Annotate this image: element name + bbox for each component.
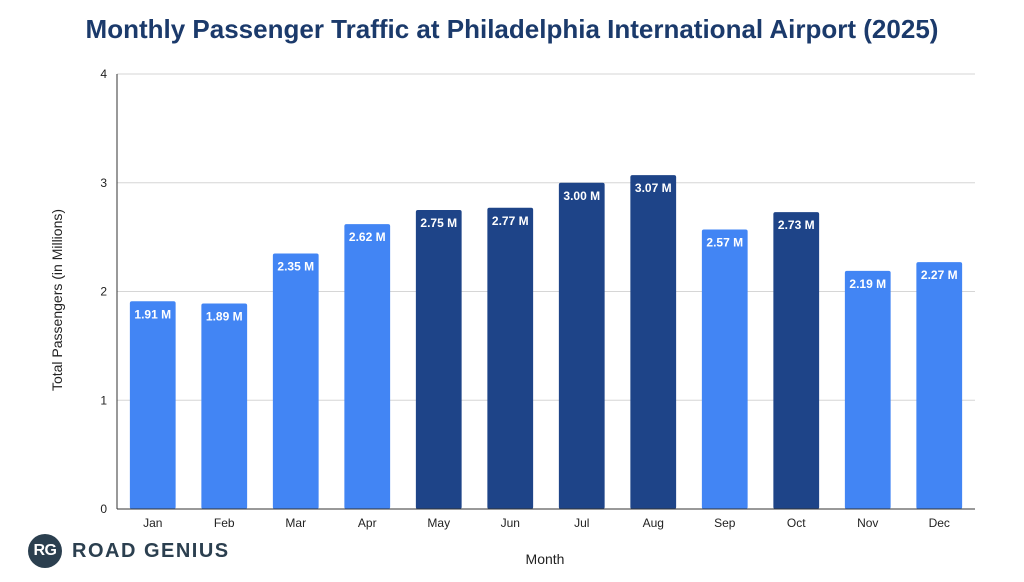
- x-tick-label-oct: Oct: [787, 516, 806, 530]
- data-label-dec: 2.27 M: [921, 268, 958, 282]
- chart-title: Monthly Passenger Traffic at Philadelphi…: [85, 14, 939, 44]
- x-tick-label-jan: Jan: [143, 516, 162, 530]
- y-axis-label: Total Passengers (in Millions): [49, 208, 65, 392]
- bar-may: [415, 209, 462, 509]
- x-tick-label-sep: Sep: [714, 516, 736, 530]
- data-label-aug: 3.07 M: [635, 181, 672, 195]
- data-label-nov: 2.19 M: [849, 277, 886, 291]
- data-label-jan: 1.91 M: [134, 307, 171, 321]
- x-tick-label-dec: Dec: [929, 516, 950, 530]
- bar-jul: [558, 182, 605, 509]
- data-label-jul: 3.00 M: [563, 189, 600, 203]
- bar-jan: [129, 301, 176, 509]
- y-tick-label: 3: [100, 176, 107, 190]
- x-tick-label-jun: Jun: [501, 516, 520, 530]
- logo-badge-icon: RG: [28, 534, 62, 568]
- data-labels: 1.91 M 1.89 M 2.35 M 2.62 M 2.75 M 2.77 M 3.00…: [134, 181, 957, 323]
- bar-jun: [487, 207, 534, 509]
- bar-mar: [272, 253, 319, 509]
- y-tick-label: 1: [100, 393, 107, 407]
- x-tick-label-feb: Feb: [214, 516, 235, 530]
- data-label-sep: 2.57 M: [706, 236, 743, 250]
- x-tick-label-may: May: [427, 516, 450, 530]
- bar-nov: [844, 270, 891, 509]
- bar-dec: [916, 262, 963, 509]
- bars: [129, 175, 963, 510]
- data-label-jun: 2.77 M: [492, 214, 529, 228]
- axes: 0 1 2 3 4 Jan Feb Mar Apr May Jun Jul Aug Sep Oct Nov De…: [100, 67, 975, 530]
- x-tick-label-jul: Jul: [574, 516, 589, 530]
- logo-text: ROAD GENIUS: [72, 539, 230, 562]
- x-axis-label: Month: [525, 551, 565, 567]
- data-label-oct: 2.73 M: [778, 218, 815, 232]
- bar-sep: [701, 229, 748, 509]
- bar-aug: [630, 175, 677, 509]
- bar-feb: [201, 303, 248, 509]
- x-tick-label-aug: Aug: [643, 516, 664, 530]
- road-genius-logo: RG ROAD GENIUS: [28, 533, 230, 569]
- y-tick-label: 0: [100, 502, 107, 516]
- y-tick-label: 2: [100, 285, 107, 299]
- bar-oct: [773, 212, 820, 510]
- gridlines: [117, 73, 975, 401]
- bar-apr: [344, 224, 391, 509]
- data-label-mar: 2.35 M: [277, 259, 314, 273]
- x-tick-label-nov: Nov: [857, 516, 878, 530]
- y-tick-label: 4: [100, 67, 107, 81]
- data-label-feb: 1.89 M: [206, 309, 243, 323]
- x-tick-label-apr: Apr: [358, 516, 377, 530]
- x-tick-label-mar: Mar: [285, 516, 306, 530]
- data-label-apr: 2.62 M: [349, 230, 386, 244]
- data-label-may: 2.75 M: [420, 216, 457, 230]
